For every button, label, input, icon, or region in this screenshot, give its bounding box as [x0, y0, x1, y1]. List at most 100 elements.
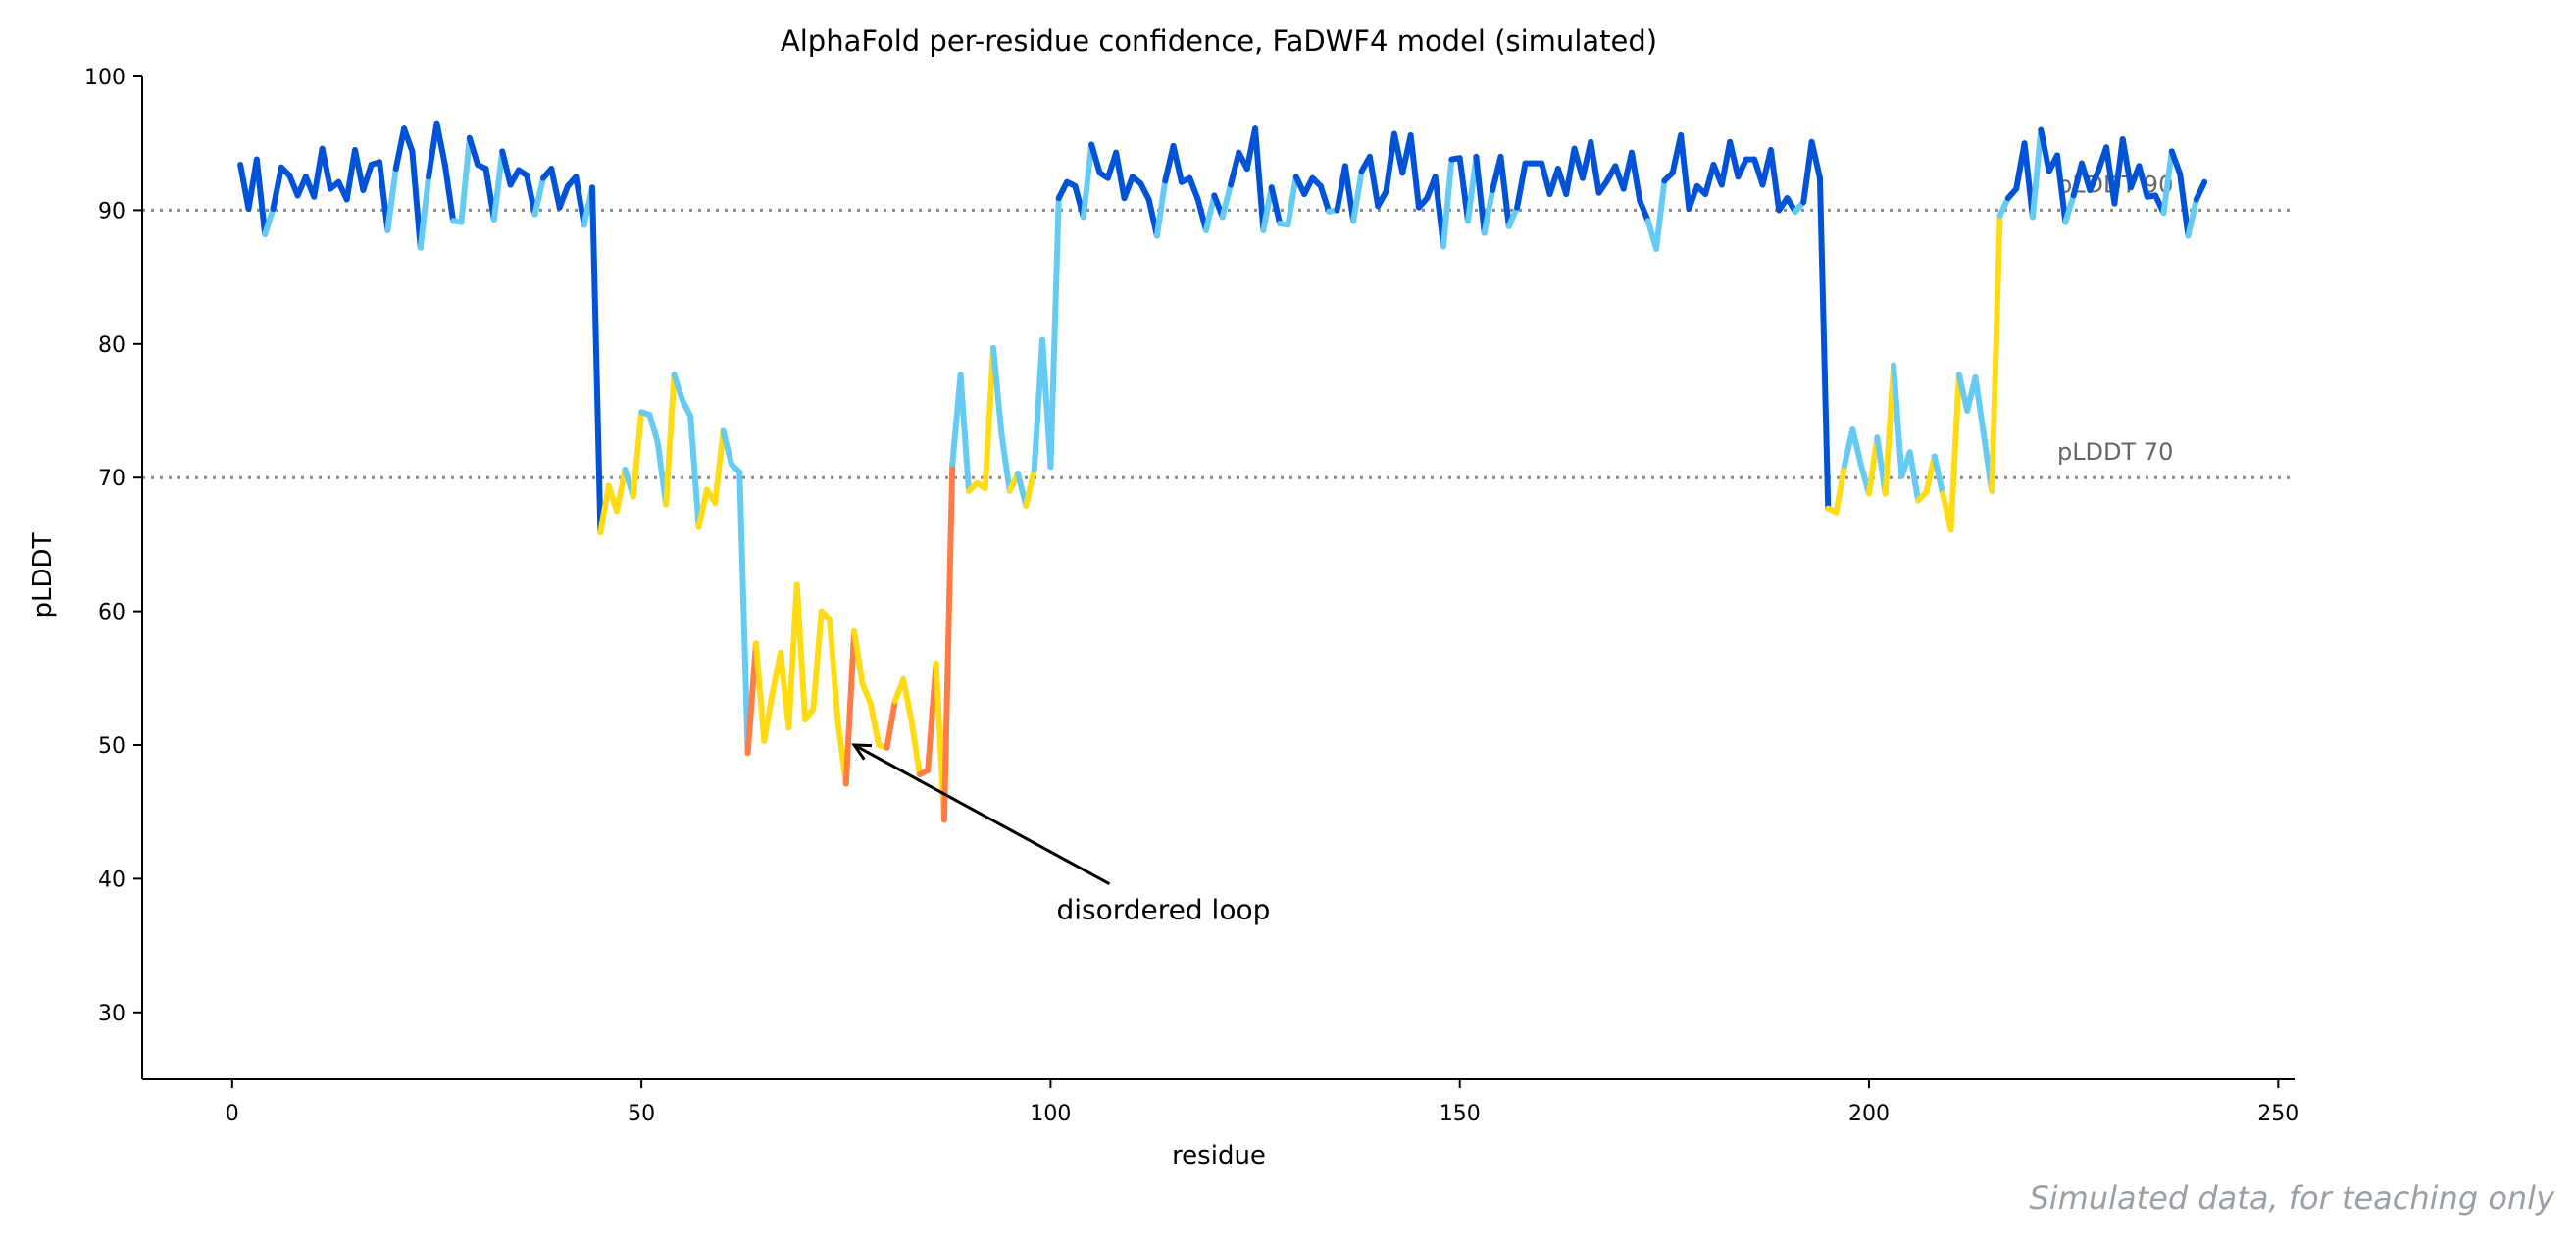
line-segment — [1202, 192, 1218, 233]
watermark: Simulated data, for teaching only — [2029, 1179, 2555, 1216]
line-segment — [720, 427, 734, 468]
x-tick-label: 100 — [1030, 1102, 1071, 1126]
x-tick-label: 0 — [226, 1102, 239, 1126]
line-segment — [1563, 145, 1578, 198]
line-segment — [940, 461, 956, 823]
chart-title: AlphaFold per-residue confidence, FaDWF4… — [781, 25, 1657, 58]
line-segment — [1800, 138, 1815, 206]
x-axis-label: residue — [1172, 1141, 1266, 1170]
line-segment — [989, 344, 1005, 437]
y-tick-label: 40 — [98, 868, 126, 892]
reference-line-label: pLDDT 70 — [2057, 438, 2173, 466]
line-segment — [589, 184, 604, 536]
line-segment — [1285, 174, 1299, 228]
line-segment — [343, 147, 358, 203]
line-segment — [1972, 373, 1987, 437]
line-segment — [1735, 156, 1749, 180]
line-segment — [2119, 136, 2135, 191]
line-segment — [687, 413, 702, 530]
line-segment — [1366, 153, 1382, 210]
line-segment — [1219, 181, 1235, 221]
x-tick-label: 250 — [2257, 1102, 2298, 1126]
line-segment — [1047, 195, 1062, 471]
line-segment — [426, 120, 440, 180]
line-segment — [2177, 171, 2192, 239]
line-segment — [1252, 125, 1267, 233]
line-segment — [1440, 156, 1455, 250]
line-segment — [573, 174, 587, 228]
line-segment — [1080, 141, 1095, 221]
y-tick-label: 70 — [98, 467, 126, 491]
line-segment — [262, 206, 277, 237]
line-segment — [712, 427, 727, 507]
line-segment — [1996, 195, 2011, 219]
line-segment — [2193, 178, 2208, 203]
line-segment — [1947, 372, 1962, 533]
line-segment — [384, 166, 399, 233]
line-segment — [441, 162, 457, 224]
line-segment — [1137, 180, 1152, 203]
line-segment — [433, 120, 448, 169]
plddt-series — [237, 120, 2208, 823]
line-segment — [499, 148, 514, 188]
line-segment — [1718, 138, 1734, 188]
line-segment — [351, 147, 367, 193]
x-tick-label: 150 — [1440, 1102, 1481, 1126]
line-segment — [1055, 178, 1071, 202]
line-segment — [695, 486, 710, 530]
line-segment — [1481, 186, 1496, 236]
line-segment — [2053, 152, 2069, 225]
line-segment — [671, 372, 685, 404]
line-segment — [2168, 148, 2184, 177]
line-segment — [2111, 136, 2126, 207]
line-segment — [736, 469, 751, 757]
line-segment — [810, 608, 825, 713]
line-segment — [1268, 184, 1284, 227]
line-segment — [614, 467, 629, 515]
line-segment — [548, 166, 563, 211]
line-segment — [793, 581, 809, 723]
line-segment — [1678, 132, 1692, 213]
line-segment — [1473, 153, 1488, 236]
line-segment — [1931, 453, 1946, 497]
line-segment — [884, 697, 898, 751]
line-segment — [401, 125, 416, 155]
y-tick-label: 100 — [84, 66, 126, 90]
line-segment — [908, 718, 923, 778]
line-segment — [2160, 148, 2175, 217]
line-segment — [1989, 212, 2003, 494]
line-segment — [2087, 168, 2101, 193]
line-segment — [417, 174, 432, 251]
line-segment — [859, 680, 874, 707]
x-ticks: 0 50 100 150 200 250 — [226, 1079, 2298, 1126]
y-tick-label: 30 — [98, 1002, 126, 1026]
line-segment — [1727, 138, 1742, 180]
y-ticks: 30 40 50 60 70 80 90 100 — [84, 66, 142, 1026]
line-segment — [982, 344, 996, 492]
line-segment — [679, 397, 694, 420]
line-segment — [1121, 174, 1136, 202]
line-segment — [1849, 426, 1864, 468]
line-segment — [900, 676, 915, 724]
line-segment — [2079, 160, 2094, 193]
line-segment — [1350, 168, 1365, 224]
x-tick-label: 50 — [628, 1102, 655, 1126]
y-tick-label: 80 — [98, 333, 126, 358]
line-segment — [1113, 149, 1128, 202]
y-tick-label: 90 — [98, 199, 126, 223]
x-tick-label: 200 — [1848, 1102, 1890, 1126]
line-segment — [392, 125, 408, 173]
line-segment — [2029, 126, 2045, 221]
line-segment — [998, 430, 1013, 494]
line-segment — [1497, 153, 1512, 229]
line-segment — [1407, 132, 1422, 211]
line-segment — [1317, 182, 1333, 215]
annotation-label: disordered loop — [1056, 894, 1270, 926]
annotation: disordered loop — [851, 743, 1270, 926]
line-segment — [1686, 182, 1700, 213]
line-segment — [752, 640, 768, 744]
line-segment — [2185, 196, 2199, 239]
